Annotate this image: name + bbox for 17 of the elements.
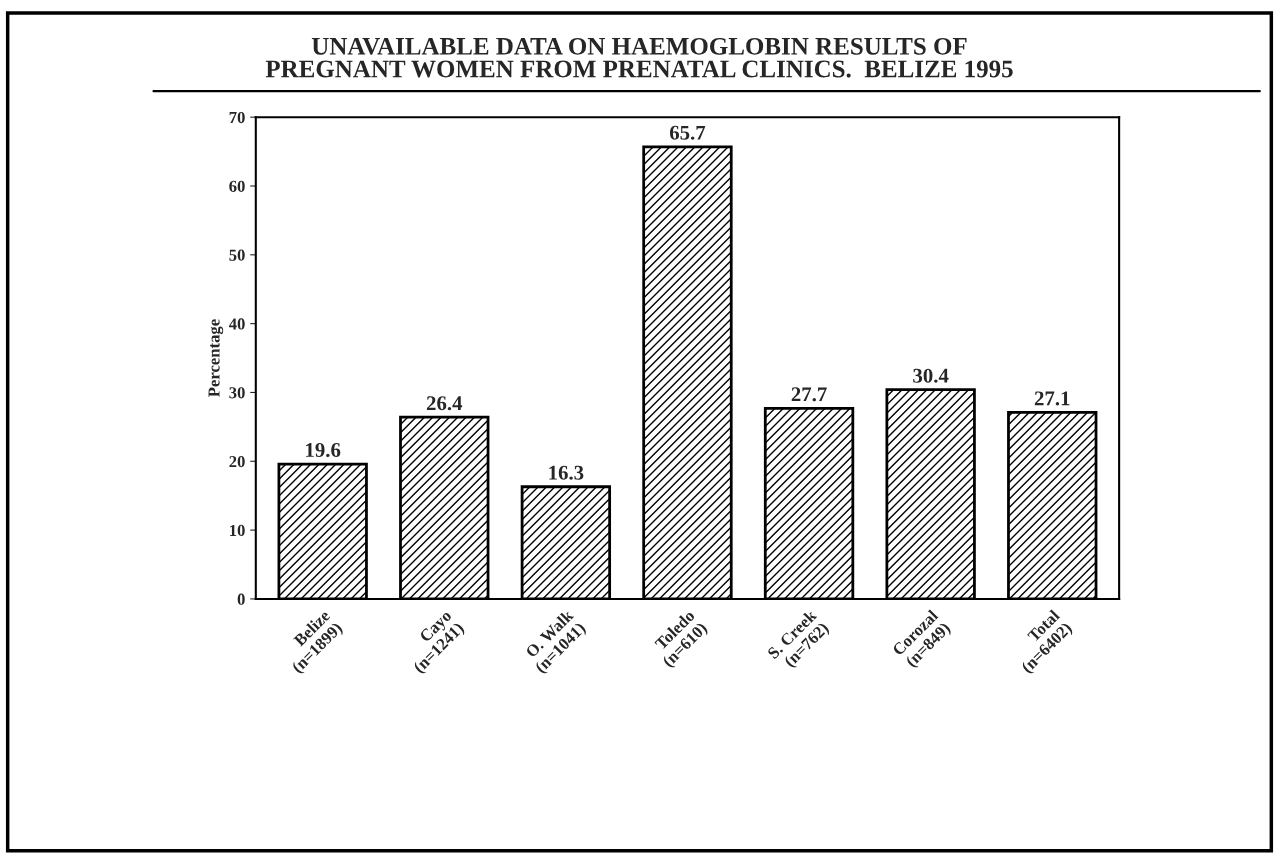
y-tick-label: 50 xyxy=(229,249,245,261)
data-label: 19.6 xyxy=(306,443,341,458)
y-tick-label: 40 xyxy=(228,318,245,330)
data-label: 30.4 xyxy=(913,368,949,383)
data-label: 27.1 xyxy=(1034,391,1070,406)
y-tick-label: 0 xyxy=(237,593,245,605)
y-axis-title: Percentage xyxy=(208,319,224,397)
y-tick-label: 70 xyxy=(229,111,245,124)
data-label: 16.3 xyxy=(549,465,584,480)
y-tick-label: 10 xyxy=(230,524,245,537)
data-label: 65.7 xyxy=(669,125,706,140)
y-tick-label: 60 xyxy=(229,180,245,192)
y-tick-label: 30 xyxy=(229,387,245,399)
data-label: 27.7 xyxy=(791,387,827,402)
data-label: 26.4 xyxy=(426,396,463,411)
y-tick-label: 20 xyxy=(229,455,245,468)
chart-title: UNAVAILABLE DATA ON HAEMOGLOBIN RESULTS OF PREGNANT WOMEN FROM PRENATAL CLINICS. BELIZE 1995 xyxy=(265,37,1013,78)
